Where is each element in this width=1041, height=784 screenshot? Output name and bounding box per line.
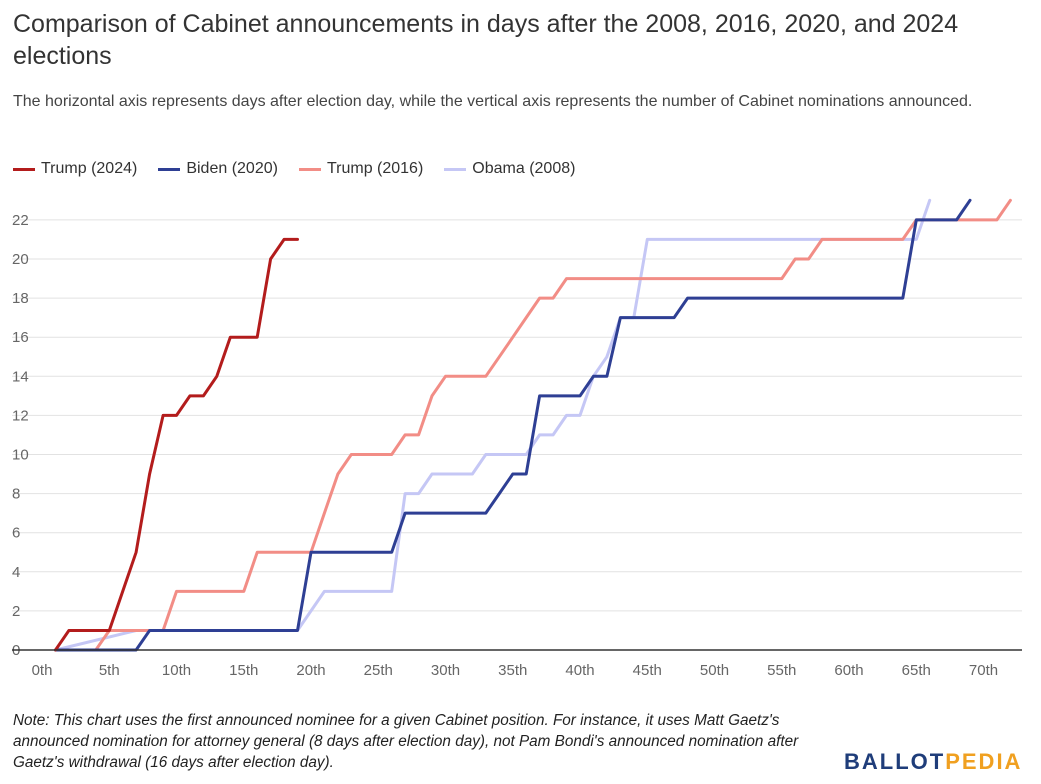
x-tick-label: 25th: [364, 662, 393, 679]
legend-swatch-biden-2020: [158, 167, 181, 171]
y-tick-label: 6: [12, 525, 20, 542]
legend-item-trump-2024[interactable]: Trump (2024): [13, 160, 137, 178]
x-tick-label: 20th: [296, 662, 325, 679]
legend-swatch-trump-2016: [298, 167, 321, 171]
x-tick-label: 10th: [162, 662, 191, 679]
legend-label-trump-2024: Trump (2024): [41, 160, 138, 177]
logo-part-pedia: PEDIA: [945, 749, 1023, 774]
x-axis-ticks: 0th 5th 10th 15th 20th 25th 30th 35th 40th 45th 50…: [32, 662, 999, 679]
y-tick-label: 18: [12, 290, 29, 307]
y-tick-label: 4: [12, 564, 20, 581]
y-tick-label: 16: [12, 329, 29, 346]
x-tick-label: 45th: [633, 662, 662, 679]
line-chart: 0246810121416182022 0th5th10th15th20th25…: [12, 198, 1022, 679]
x-tick-label: 5th: [99, 662, 120, 679]
x-tick-label: 65th: [902, 662, 931, 679]
y-tick-label: 14: [12, 368, 29, 385]
y-tick-label: 2: [12, 603, 20, 620]
legend-item-biden-2020[interactable]: Biden (2020): [158, 160, 278, 178]
y-axis-ticks: 0246810121416182022: [12, 212, 29, 659]
x-tick-label: 50th: [700, 662, 729, 679]
series-line-trump-2024: [54, 237, 299, 652]
legend-label-trump-2016: Trump (2016): [326, 160, 424, 177]
legend-item-obama-2008[interactable]: Obama (2008): [444, 160, 575, 178]
legend-label-biden-2020: Biden (2020): [186, 160, 278, 177]
chart-title: Comparison of Cabinet announcements in d…: [13, 10, 959, 70]
series-line-obama-2008: [54, 198, 932, 652]
ballotpedia-logo: BALLOTPEDIA: [844, 749, 1022, 775]
logo-part-ballot: BALLOT: [844, 749, 946, 774]
x-tick-label: 0th: [32, 662, 53, 679]
x-tick-label: 55th: [767, 662, 796, 679]
legend-label-obama-2008: Obama (2008): [472, 160, 576, 177]
legend: Trump (2024) Biden (2020) Trump (2016) O…: [13, 157, 596, 181]
x-tick-label: 35th: [498, 662, 527, 679]
legend-swatch-trump-2024: [13, 167, 35, 171]
y-tick-label: 20: [12, 251, 29, 268]
x-tick-label: 70th: [969, 662, 998, 679]
x-tick-label: 15th: [229, 662, 258, 679]
chart-note: Note: This chart uses the first announce…: [13, 712, 799, 771]
chart-subtitle: The horizontal axis represents days afte…: [13, 93, 973, 110]
y-tick-label: 22: [12, 212, 29, 229]
series-lines: [54, 198, 1012, 652]
y-tick-label: 10: [12, 447, 29, 464]
x-tick-label: 40th: [565, 662, 594, 679]
legend-swatch-obama-2008: [444, 167, 467, 171]
x-tick-label: 30th: [431, 662, 460, 679]
series-line-trump-2016: [54, 198, 1012, 652]
y-tick-label: 12: [12, 407, 29, 424]
series-line-biden-2020: [54, 198, 972, 652]
x-tick-label: 60th: [834, 662, 863, 679]
legend-item-trump-2016[interactable]: Trump (2016): [298, 160, 424, 178]
y-tick-label: 8: [12, 486, 20, 503]
